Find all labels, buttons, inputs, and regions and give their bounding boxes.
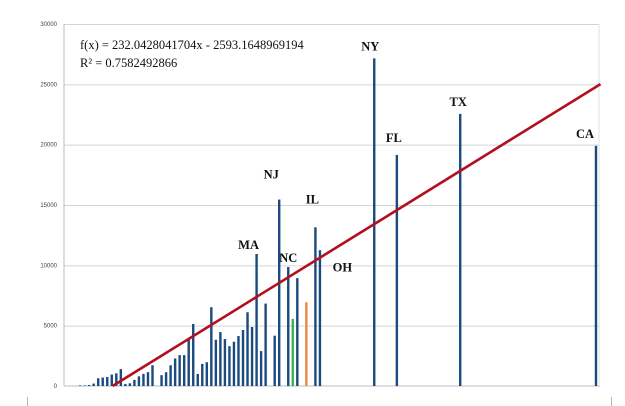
bar-oh — [305, 302, 308, 386]
bar-label-tx: TX — [450, 95, 467, 109]
trendline-equation: f(x) = 232.0428041704x - 2593.1648969194 — [80, 38, 304, 52]
bar — [259, 351, 263, 386]
bar-ma — [255, 253, 258, 386]
r-squared-label: R² = 0.7582492866 — [80, 56, 178, 70]
bar — [273, 335, 276, 386]
y-tick-label: 15000 — [40, 203, 57, 209]
bar-tx — [459, 113, 462, 386]
bar — [250, 326, 254, 386]
bar — [151, 365, 154, 386]
bar — [124, 383, 127, 386]
bar — [196, 373, 199, 386]
bar — [205, 362, 209, 386]
bar-label-ma: MA — [238, 238, 259, 252]
bar — [110, 374, 113, 386]
bar-nj — [278, 199, 281, 386]
bar — [92, 383, 95, 386]
bar — [142, 373, 145, 386]
y-tick-label: 0 — [54, 384, 58, 390]
bar — [232, 341, 236, 386]
bar — [192, 323, 195, 386]
bar-label-ny: NY — [361, 39, 379, 53]
bar — [219, 332, 222, 386]
bar — [146, 372, 150, 386]
bar — [101, 377, 104, 386]
bar — [210, 307, 213, 386]
bar-ca — [594, 145, 598, 386]
bar-nc — [287, 267, 290, 386]
bar-label-ca: CA — [576, 127, 594, 141]
bar-ny — [373, 58, 376, 386]
bar — [237, 336, 240, 386]
gridlines — [64, 24, 599, 327]
bar — [160, 375, 163, 386]
bar — [291, 318, 294, 386]
trendline — [111, 82, 602, 388]
bar — [214, 339, 218, 386]
y-tick-label: 10000 — [40, 263, 57, 269]
y-tick-label: 30000 — [40, 22, 57, 28]
y-tick-label: 5000 — [44, 324, 58, 330]
y-axis-tick-labels: 0 5000 10000 15000 20000 25000 30000 — [40, 22, 57, 390]
bar — [137, 376, 141, 386]
bar — [228, 346, 231, 386]
bar — [187, 339, 190, 386]
bar — [119, 369, 123, 386]
bar-fl — [395, 154, 399, 386]
y-tick-label: 20000 — [40, 143, 57, 149]
bar — [182, 355, 186, 386]
bar — [173, 358, 177, 386]
bar — [223, 339, 227, 386]
bar — [169, 365, 172, 386]
y-tick-label: 25000 — [40, 82, 57, 88]
bar — [133, 379, 136, 386]
bar — [164, 372, 168, 386]
bar — [83, 385, 86, 386]
bar — [106, 376, 109, 386]
bar-il — [314, 227, 317, 386]
bar-label-nc: NC — [279, 251, 297, 265]
bar-label-oh: OH — [333, 260, 353, 274]
bar — [241, 330, 245, 386]
bars — [78, 58, 598, 386]
bar — [296, 278, 299, 386]
bar — [246, 312, 249, 386]
bar-label-nj: NJ — [264, 168, 279, 182]
bar — [318, 250, 322, 386]
bar — [201, 363, 204, 386]
bar — [128, 383, 132, 386]
bar-labels: MA NJ NC OH IL NY FL TX CA — [238, 39, 594, 274]
bar — [87, 385, 91, 386]
bar-label-fl: FL — [386, 131, 402, 145]
bar — [78, 385, 82, 386]
bar — [97, 378, 100, 386]
bar — [178, 355, 181, 386]
bar — [115, 373, 118, 386]
bar — [264, 303, 267, 386]
bar-label-il: IL — [306, 192, 319, 206]
